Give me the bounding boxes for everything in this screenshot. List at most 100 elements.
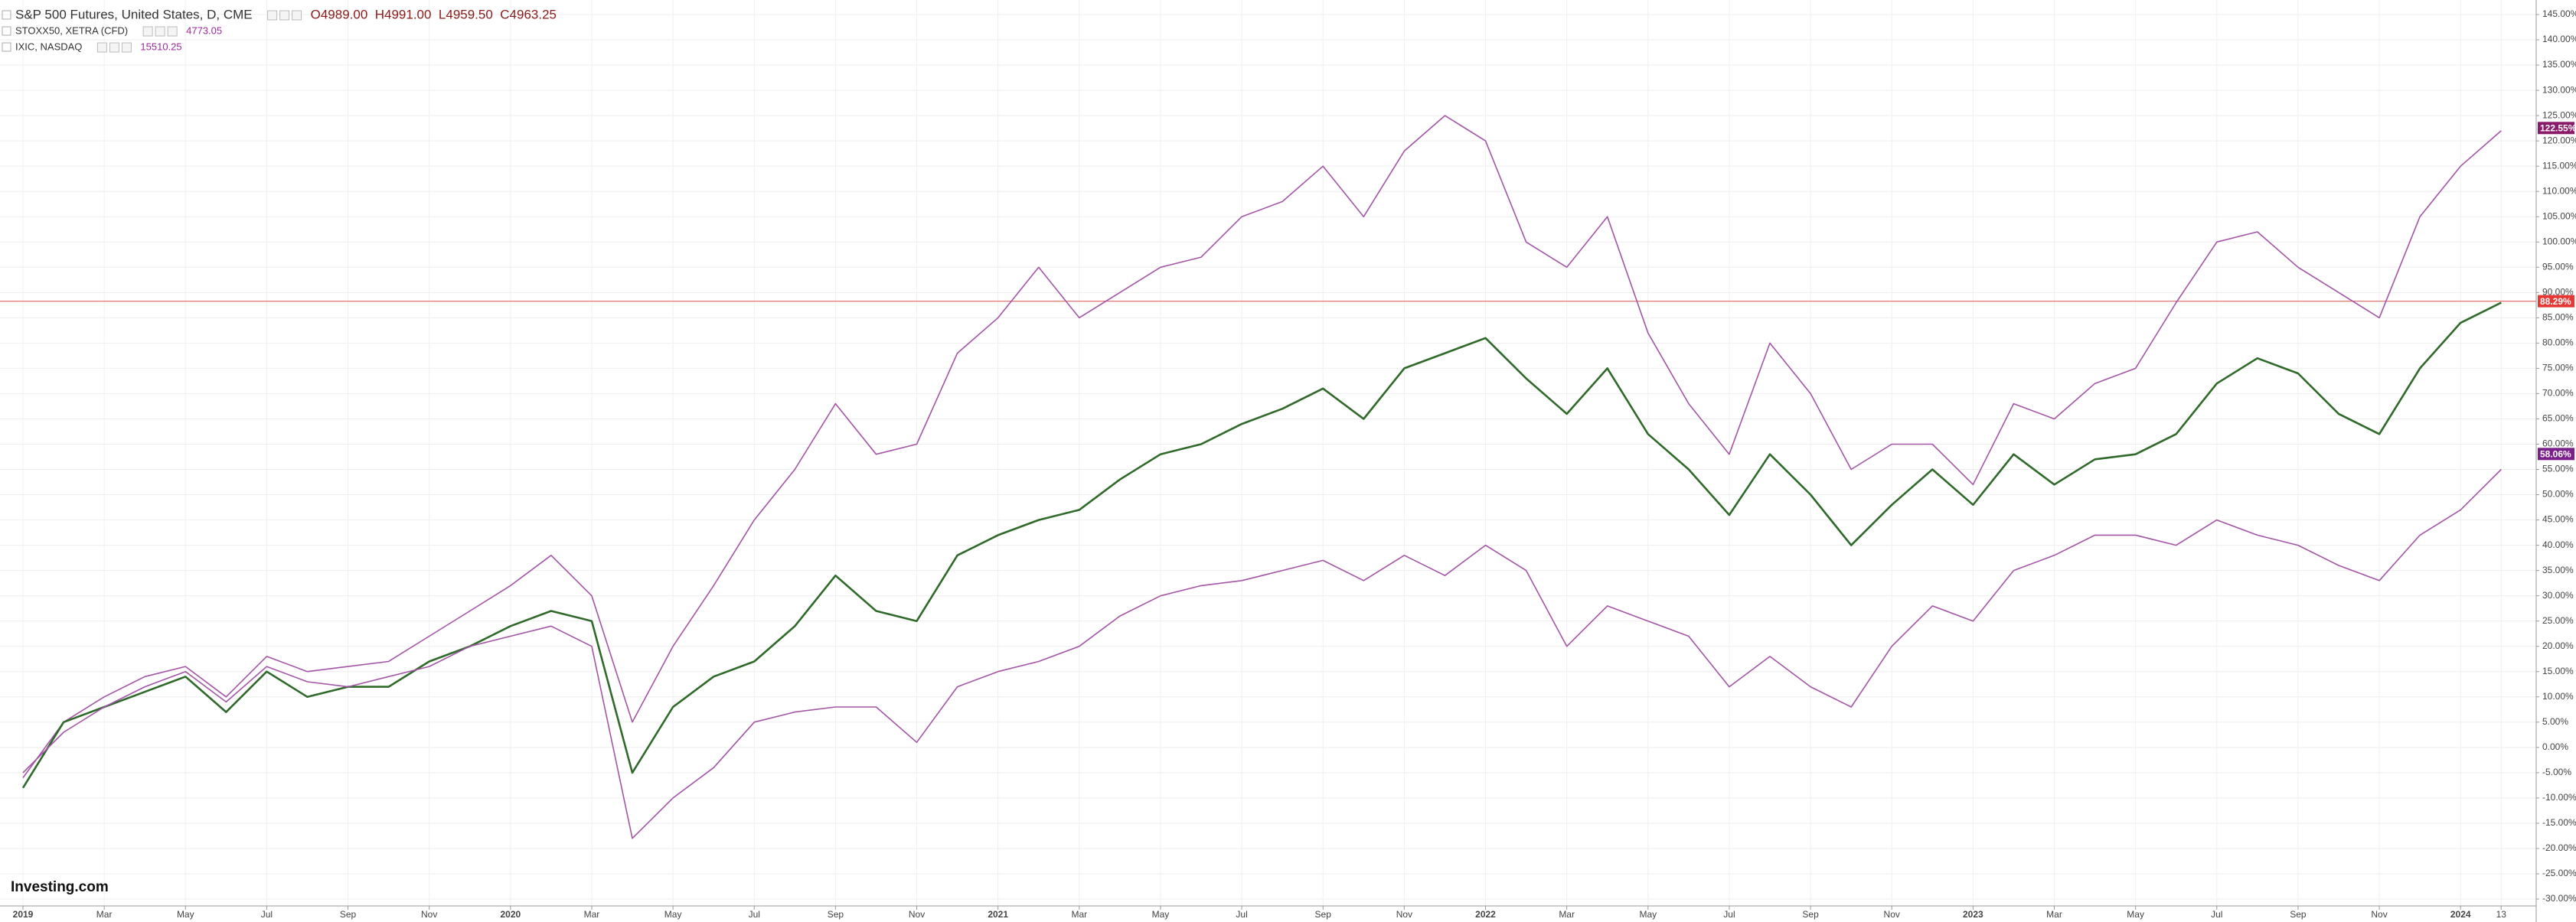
y-tick-label: 40.00% [2542,539,2574,550]
legend-icon [2,26,11,36]
legend-button [292,10,302,21]
x-tick-label: Sep [1315,909,1332,920]
y-tick-label: -25.00% [2542,868,2576,878]
y-tick-label: -10.00% [2542,792,2576,803]
last-value-tag [2538,122,2574,135]
legend-button [96,42,107,53]
x-tick-label: 2024 [2450,909,2471,920]
x-tick-label: Jul [749,909,760,920]
y-tick-label: 50.00% [2542,489,2574,500]
x-tick-label: 2019 [13,909,34,920]
series-line [22,468,2502,839]
x-tick-label: Sep [1802,909,1819,920]
legend-quote: 4773.05 [186,24,222,36]
y-tick-label: 5.00% [2542,716,2568,727]
y-tick-label: 110.00% [2542,185,2576,196]
x-tick-label: 2020 [500,909,521,920]
last-value-tag [2538,448,2574,461]
legend-name: IXIC, NASDAQ [15,41,82,52]
legend-button [279,10,290,21]
x-tick-label: Mar [96,909,113,920]
y-tick-label: 65.00% [2542,413,2574,424]
last-value-label: 58.06% [2540,448,2571,459]
x-tick-label: Jul [2211,909,2222,920]
y-tick-label: 120.00% [2542,135,2576,145]
x-tick-label: Nov [1884,909,1900,920]
logo: Investing.com [11,879,109,895]
y-tick-label: 130.00% [2542,84,2576,95]
y-tick-label: 70.00% [2542,388,2574,399]
x-tick-label: Mar [1559,909,1575,920]
x-tick-label: 2022 [1475,909,1496,920]
y-tick-label: 25.00% [2542,615,2574,626]
y-tick-label: 15.00% [2542,666,2574,676]
x-tick-label: May [2127,909,2144,920]
axes: -30.00% -25.00% -20.00% -15.00% -10.00% -5.00… [13,8,2576,920]
y-tick-label: 145.00% [2542,8,2576,19]
legend-icon [2,10,11,20]
y-tick-label: -5.00% [2542,767,2571,777]
y-tick-label: 105.00% [2542,210,2576,221]
last-value-label: 122.55% [2540,122,2576,133]
x-tick-label: 2021 [988,909,1008,920]
series-line [22,115,2502,778]
legend-button [109,42,119,53]
x-tick-label: Mar [584,909,600,920]
x-tick-label: Mar [1071,909,1087,920]
y-tick-label: 125.00% [2542,109,2576,120]
x-tick-label: Nov [909,909,925,920]
y-tick-label: -15.00% [2542,817,2576,828]
last-value-tag [2538,295,2574,308]
x-tick-label: Sep [340,909,357,920]
x-tick-label: May [1152,909,1170,920]
x-tick-label: Jul [1236,909,1247,920]
x-tick-label: Nov [1396,909,1412,920]
x-tick-label: Nov [421,909,437,920]
legend-quote: O4989.00 H4991.00 L4959.50 C4963.25 [311,7,557,21]
y-tick-label: 60.00% [2542,438,2574,449]
x-tick-label: Sep [828,909,844,920]
legend-button [167,26,178,37]
y-tick-label: 95.00% [2542,261,2574,272]
y-tick-label: 35.00% [2542,565,2574,575]
y-tick-label: 85.00% [2542,312,2574,323]
y-tick-label: 55.00% [2542,464,2574,474]
legend-name: STOXX50, XETRA (CFD) [15,24,128,36]
legend-button [142,26,153,37]
y-tick-label: -20.00% [2542,842,2576,853]
y-tick-label: 30.00% [2542,590,2574,601]
x-tick-label: Nov [2371,909,2387,920]
x-tick-label: Mar [2046,909,2062,920]
y-tick-label: -30.00% [2542,893,2576,904]
y-tick-label: 90.00% [2542,286,2574,297]
y-tick-label: 100.00% [2542,236,2576,246]
legend-button [267,10,278,21]
legend-icon [2,42,11,52]
x-tick-label: May [664,909,682,920]
x-tick-label: Jul [1723,909,1735,920]
y-tick-label: 80.00% [2542,337,2574,348]
last-value-label: 88.29% [2540,296,2571,307]
y-tick-label: 115.00% [2542,160,2576,171]
y-tick-label: 140.00% [2542,34,2576,44]
y-tick-label: 10.00% [2542,691,2574,702]
x-tick-label: Sep [2290,909,2307,920]
x-tick-label: 13 [2496,909,2507,920]
y-tick-label: 0.00% [2542,741,2568,752]
series-line [21,301,2502,789]
y-tick-label: 135.00% [2542,59,2576,70]
x-tick-label: May [1639,909,1657,920]
x-tick-label: May [177,909,194,920]
grid [0,0,2536,906]
legend: S&P 500 Futures, United States, D, CME O4… [2,7,557,53]
plot-area [0,115,2536,839]
legend-button [121,42,132,53]
y-tick-label: 45.00% [2542,514,2574,525]
x-tick-label: 2023 [1963,909,1983,920]
x-tick-label: Jul [261,909,273,920]
legend-name: S&P 500 Futures, United States, D, CME [15,7,253,21]
y-tick-label: 75.00% [2542,363,2574,373]
legend-quote: 15510.25 [140,41,181,52]
